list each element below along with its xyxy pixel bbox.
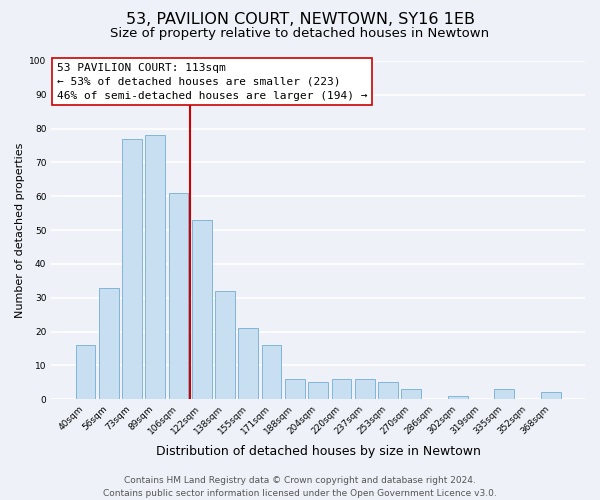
X-axis label: Distribution of detached houses by size in Newtown: Distribution of detached houses by size … xyxy=(156,444,481,458)
Bar xyxy=(285,379,305,399)
Bar xyxy=(355,379,374,399)
Bar xyxy=(378,382,398,399)
Bar xyxy=(262,345,281,399)
Y-axis label: Number of detached properties: Number of detached properties xyxy=(15,142,25,318)
Bar xyxy=(122,139,142,399)
Bar xyxy=(169,193,188,399)
Bar xyxy=(76,345,95,399)
Bar xyxy=(332,379,352,399)
Bar xyxy=(448,396,467,399)
Bar xyxy=(145,136,165,399)
Text: 53, PAVILION COURT, NEWTOWN, SY16 1EB: 53, PAVILION COURT, NEWTOWN, SY16 1EB xyxy=(125,12,475,28)
Text: Contains HM Land Registry data © Crown copyright and database right 2024.
Contai: Contains HM Land Registry data © Crown c… xyxy=(103,476,497,498)
Bar xyxy=(541,392,561,399)
Bar xyxy=(192,220,212,399)
Bar xyxy=(99,288,119,399)
Bar xyxy=(238,328,258,399)
Bar xyxy=(401,389,421,399)
Text: 53 PAVILION COURT: 113sqm
← 53% of detached houses are smaller (223)
46% of semi: 53 PAVILION COURT: 113sqm ← 53% of detac… xyxy=(56,62,367,100)
Text: Size of property relative to detached houses in Newtown: Size of property relative to detached ho… xyxy=(110,28,490,40)
Bar xyxy=(494,389,514,399)
Bar xyxy=(215,291,235,399)
Bar xyxy=(308,382,328,399)
